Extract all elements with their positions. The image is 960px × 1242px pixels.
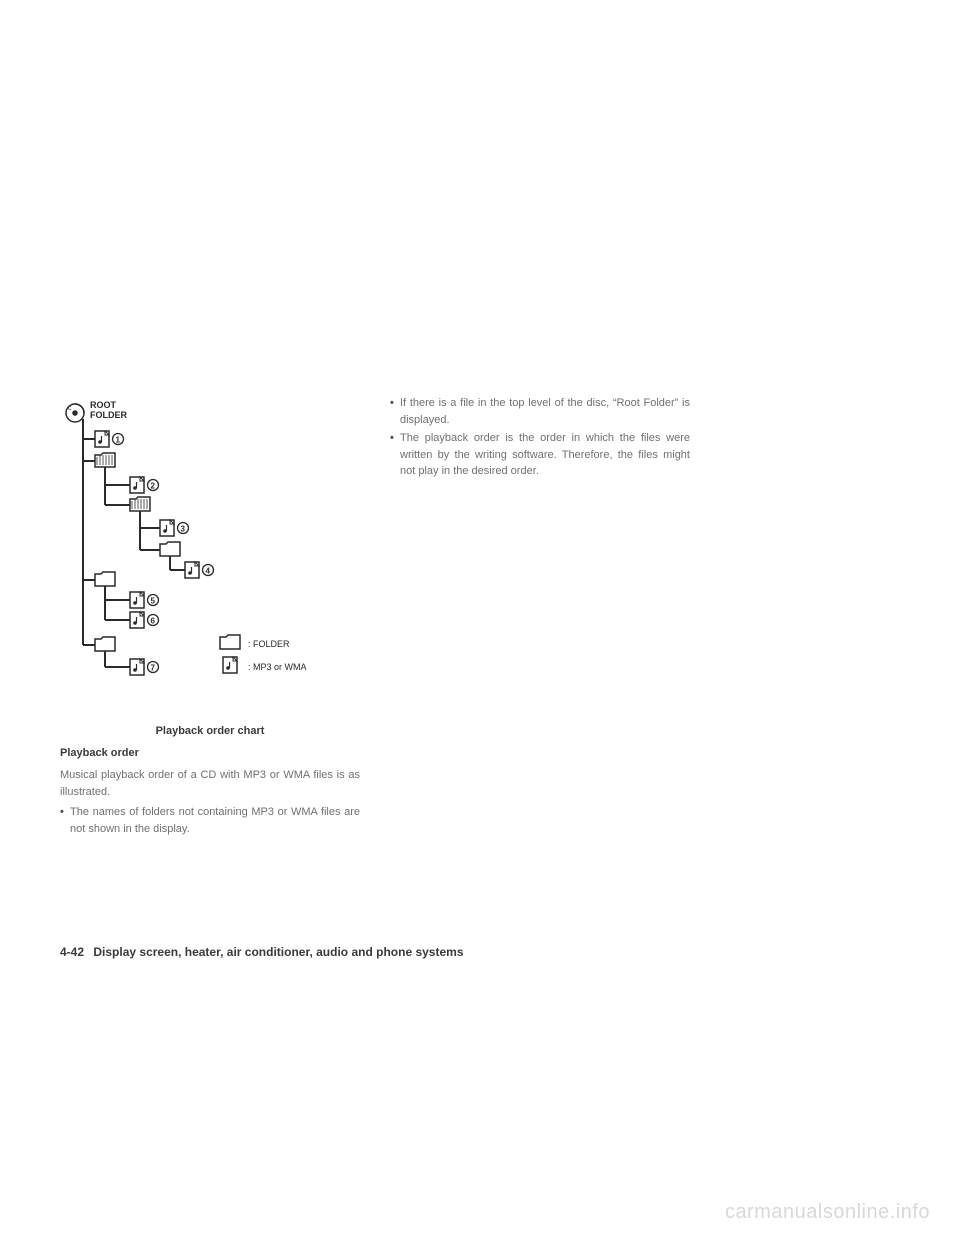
legend-file-label: : MP3 or WMA [248, 662, 307, 672]
bullet-dot-icon: • [390, 395, 400, 428]
svg-text:5: 5 [151, 597, 156, 606]
bullet-dot-icon: • [60, 804, 70, 837]
bullet-right-2: • The playback order is the order in whi… [390, 430, 690, 480]
left-column: c 1 [60, 395, 360, 839]
root-folder-label: ROOTFOLDER [90, 401, 127, 421]
tree-diagram-svg: c 1 [60, 395, 320, 695]
section-title: Display screen, heater, air conditioner,… [93, 945, 463, 959]
intro-text: Musical playback order of a CD with MP3 … [60, 767, 360, 800]
svg-text:c: c [68, 405, 72, 412]
column-layout: c 1 [60, 395, 900, 839]
playback-order-diagram: c 1 [60, 395, 320, 695]
svg-text:2: 2 [151, 482, 156, 491]
bullet-text: The playback order is the order in which… [400, 430, 690, 480]
svg-text:4: 4 [206, 567, 211, 576]
svg-text:1: 1 [116, 436, 121, 445]
svg-text:7: 7 [151, 664, 156, 673]
bullet-dot-icon: • [390, 430, 400, 480]
page-content: c 1 [60, 395, 900, 839]
svg-text:3: 3 [181, 525, 186, 534]
bullet-text: The names of folders not containing MP3 … [70, 804, 360, 837]
diagram-caption: Playback order chart [60, 725, 360, 737]
svg-text:6: 6 [151, 617, 156, 626]
watermark: carmanualsonline.info [725, 1201, 930, 1224]
right-column: • If there is a file in the top level of… [390, 395, 690, 839]
bullet-left-1: • The names of folders not containing MP… [60, 804, 360, 837]
playback-order-heading: Playback order [60, 747, 360, 759]
bullet-text: If there is a file in the top level of t… [400, 395, 690, 428]
bullet-right-1: • If there is a file in the top level of… [390, 395, 690, 428]
page-footer: 4-42 Display screen, heater, air conditi… [60, 945, 464, 959]
page-number: 4-42 [60, 945, 84, 959]
legend-folder-label: : FOLDER [248, 639, 290, 649]
